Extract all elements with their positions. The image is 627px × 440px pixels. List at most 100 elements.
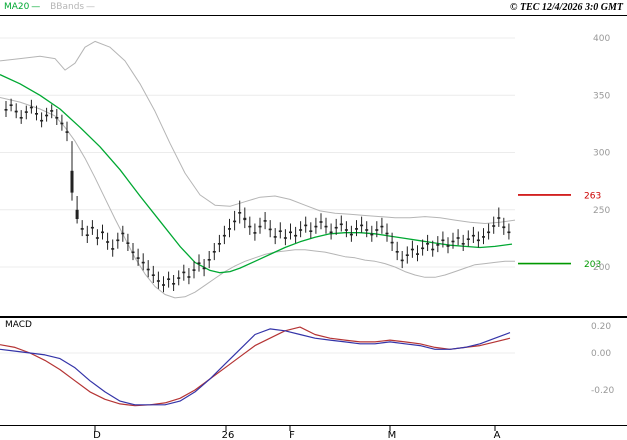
candle-body	[395, 251, 399, 253]
candle-body	[421, 247, 425, 250]
candle-body	[80, 228, 84, 230]
candlestick-series	[4, 98, 511, 293]
candle-body	[294, 234, 298, 237]
chart-header: MA20 — BBands — © TEC 12/4/2026 3:0 GMT	[0, 0, 627, 15]
price-axis-label: 400	[593, 34, 610, 44]
axis-labels: 400 350 300 250 200 0.20 0.00 -0.20 D 26 F M A	[93, 34, 614, 440]
candle-body	[451, 240, 455, 243]
bb-upper-line	[0, 40, 516, 224]
candle-body	[380, 225, 384, 228]
candle-body	[202, 267, 206, 270]
candle-body	[461, 243, 465, 245]
legend-bbands: BBands —	[50, 2, 95, 12]
level-lines: 263 203	[518, 191, 601, 270]
bollinger-bands	[0, 40, 516, 299]
candle-body	[273, 236, 277, 238]
candle-body	[309, 230, 313, 232]
candle-body	[487, 231, 491, 234]
candle-body	[410, 248, 414, 251]
candle-body	[65, 131, 69, 133]
candle-body	[19, 117, 23, 119]
candle-body	[167, 278, 171, 280]
candle-body	[187, 276, 191, 278]
x-axis-tick-label: 26	[222, 430, 235, 440]
candle-body	[426, 243, 430, 245]
candle-body	[319, 221, 323, 223]
candle-body	[400, 259, 404, 262]
candle-body	[75, 209, 79, 219]
level-label-203: 203	[584, 260, 601, 270]
candle-body	[482, 236, 485, 238]
bb-lower-line	[0, 97, 515, 299]
candle-body	[35, 113, 38, 115]
legend-bbands-label: BBands	[50, 2, 85, 12]
candle-body	[263, 220, 267, 222]
candle-body	[238, 212, 242, 214]
candle-body	[197, 262, 201, 264]
candle-body	[365, 229, 369, 231]
macd-series	[0, 326, 511, 407]
candle-body	[502, 226, 506, 229]
macd-axis-label: 0.00	[591, 349, 611, 359]
candle-body	[177, 277, 181, 279]
level-label-263: 263	[584, 191, 601, 201]
candle-body	[182, 271, 186, 274]
candle-body	[375, 229, 379, 231]
candle-body	[70, 170, 74, 193]
candle-body	[370, 233, 374, 236]
candle-body	[29, 106, 33, 109]
macd-axis-label: 0.20	[591, 322, 611, 332]
candle-body	[233, 220, 237, 223]
candle-body	[304, 224, 308, 227]
candle-body	[207, 259, 211, 261]
price-axis-label: 250	[593, 206, 610, 216]
x-axis-tick-label: D	[93, 430, 101, 440]
macd-axis-label: -0.20	[591, 386, 615, 396]
candle-body	[136, 257, 140, 259]
candle-body	[278, 230, 282, 232]
candle-body	[436, 244, 440, 246]
candle-body	[131, 251, 135, 254]
price-axis-label: 300	[593, 149, 610, 159]
copyright-text: © TEC 12/4/2026 3:0 GMT	[509, 2, 623, 13]
candle-body	[55, 117, 59, 119]
candle-body	[466, 238, 470, 240]
candle-body	[248, 225, 252, 228]
ma20-line-swatch: —	[29, 2, 40, 12]
candle-body	[50, 110, 54, 112]
candle-body	[492, 225, 496, 227]
candle-body	[446, 245, 450, 247]
candle-body	[289, 231, 292, 234]
candle-body	[507, 231, 511, 234]
candle-body	[497, 217, 501, 219]
gridlines	[0, 37, 515, 354]
candle-body	[324, 225, 328, 228]
candle-body	[172, 283, 176, 285]
candle-body	[283, 237, 287, 239]
candle-body	[431, 248, 435, 251]
candle-body	[344, 229, 348, 231]
candle-body	[217, 243, 221, 245]
ma20-overlay	[0, 74, 513, 274]
candle-body	[441, 239, 445, 242]
candle-body	[334, 226, 338, 229]
candle-body	[243, 217, 247, 221]
candle-body	[253, 232, 257, 234]
candle-body	[141, 261, 145, 264]
candle-body	[111, 248, 115, 250]
bbands-line-swatch: —	[84, 2, 95, 12]
panel-borders	[0, 15, 627, 426]
legend-ma20-label: MA20	[4, 2, 30, 12]
candle-body	[360, 224, 364, 227]
x-axis-tick-label: M	[388, 430, 397, 440]
candle-body	[299, 229, 303, 231]
candle-body	[222, 234, 226, 237]
candle-body	[45, 114, 49, 117]
candle-body	[456, 237, 460, 239]
macd-line-blue	[0, 328, 511, 406]
candle-body	[268, 228, 272, 231]
candle-body	[116, 239, 120, 242]
candle-body	[192, 269, 196, 271]
